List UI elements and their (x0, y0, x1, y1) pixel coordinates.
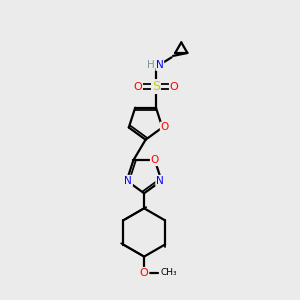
Text: S: S (152, 80, 160, 93)
Text: N: N (156, 60, 164, 70)
Text: O: O (133, 82, 142, 92)
Text: N: N (156, 176, 164, 186)
Text: N: N (124, 176, 132, 186)
Text: O: O (160, 122, 169, 133)
Text: H: H (147, 60, 154, 70)
Text: O: O (170, 82, 178, 92)
Text: O: O (140, 268, 148, 278)
Text: O: O (151, 155, 159, 165)
Text: CH₃: CH₃ (161, 268, 178, 277)
